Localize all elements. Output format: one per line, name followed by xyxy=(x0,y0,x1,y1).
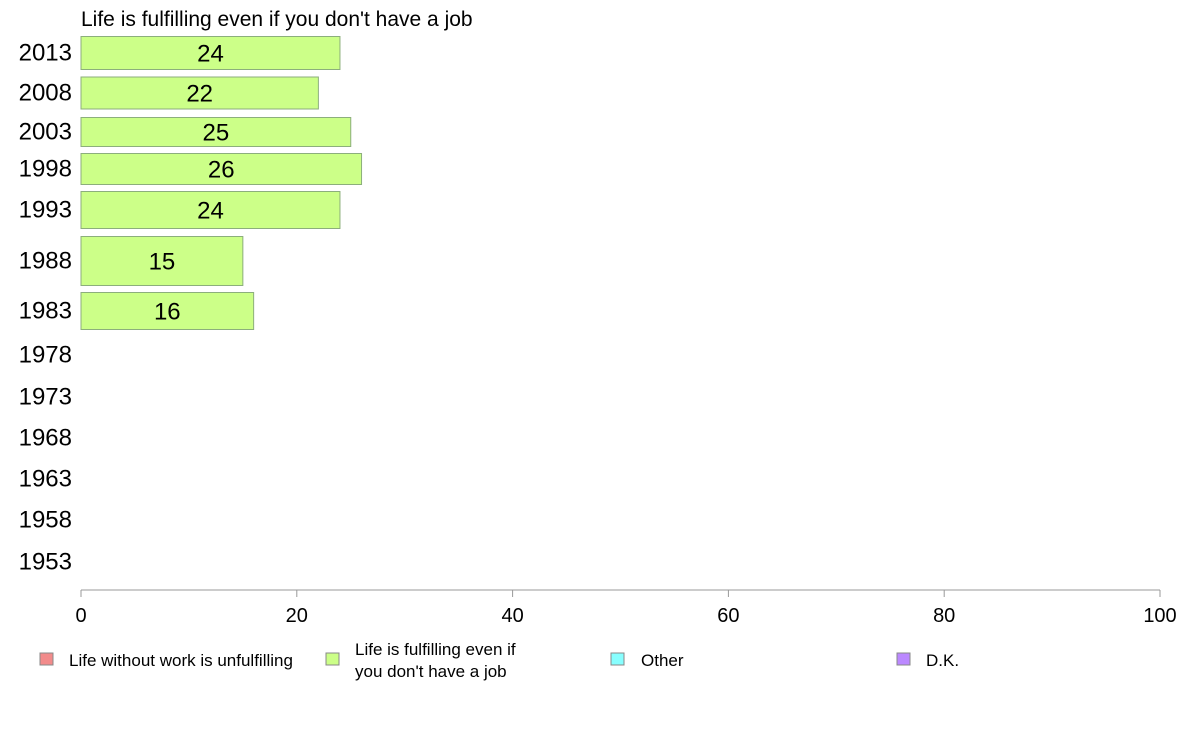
bar-value-label: 16 xyxy=(154,299,181,326)
y-tick-label: 1983 xyxy=(19,298,72,325)
x-tick-label: 0 xyxy=(75,605,86,627)
bar-value-label: 24 xyxy=(197,41,224,68)
x-tick-label: 100 xyxy=(1143,605,1176,627)
legend-swatch xyxy=(39,652,54,666)
y-tick-label: 1963 xyxy=(19,466,72,493)
y-tick-label: 1998 xyxy=(19,156,72,183)
bar xyxy=(80,191,341,229)
chart-title: Life is fulfilling even if you don't hav… xyxy=(81,8,473,31)
y-tick-label: 2013 xyxy=(19,40,72,67)
bar xyxy=(80,117,352,147)
bars-group xyxy=(80,36,363,330)
bar xyxy=(80,236,244,286)
y-tick-label: 1988 xyxy=(19,248,72,275)
x-tick-label: 20 xyxy=(286,605,308,627)
bar xyxy=(80,36,341,70)
y-tick-label: 1978 xyxy=(19,342,72,369)
y-tick-label: 1993 xyxy=(19,197,72,224)
bar-value-label: 15 xyxy=(149,249,176,276)
y-tick-label: 1953 xyxy=(19,549,72,576)
bar xyxy=(80,292,255,330)
legend-swatch xyxy=(325,652,340,666)
y-tick-label: 2008 xyxy=(19,80,72,107)
legend-label: Life without work is unfulfilling xyxy=(69,651,293,670)
y-tick-label: 1973 xyxy=(19,384,72,411)
legend-label: Other xyxy=(641,651,684,670)
bar xyxy=(80,153,363,185)
legend-swatch xyxy=(610,652,625,666)
bar-value-label: 24 xyxy=(197,198,224,225)
legend-label: D.K. xyxy=(926,651,959,670)
x-tick-label: 60 xyxy=(717,605,739,627)
y-tick-label: 2003 xyxy=(19,119,72,146)
legend: Life without work is unfulfilling Life is… xyxy=(39,640,959,681)
bar-value-label: 25 xyxy=(203,120,230,147)
x-tick-label: 40 xyxy=(501,605,523,627)
x-tick-label: 80 xyxy=(933,605,955,627)
bar-labels-group: 24 22 25 26 24 15 16 xyxy=(149,41,235,326)
bar xyxy=(80,76,319,110)
bar-value-label: 22 xyxy=(186,81,213,108)
year-labels-group: 2013 2008 2003 1998 1993 1988 1983 1978 1973 1968… xyxy=(19,40,72,576)
legend-swatch xyxy=(896,652,911,666)
bar-value-label: 26 xyxy=(208,157,235,184)
x-axis-ticks-group: 0 20 40 60 80 100 xyxy=(75,590,1177,627)
legend-label: Life is fulfilling even if you don't have… xyxy=(355,640,516,681)
y-tick-label: 1968 xyxy=(19,425,72,452)
y-tick-label: 1958 xyxy=(19,507,72,534)
